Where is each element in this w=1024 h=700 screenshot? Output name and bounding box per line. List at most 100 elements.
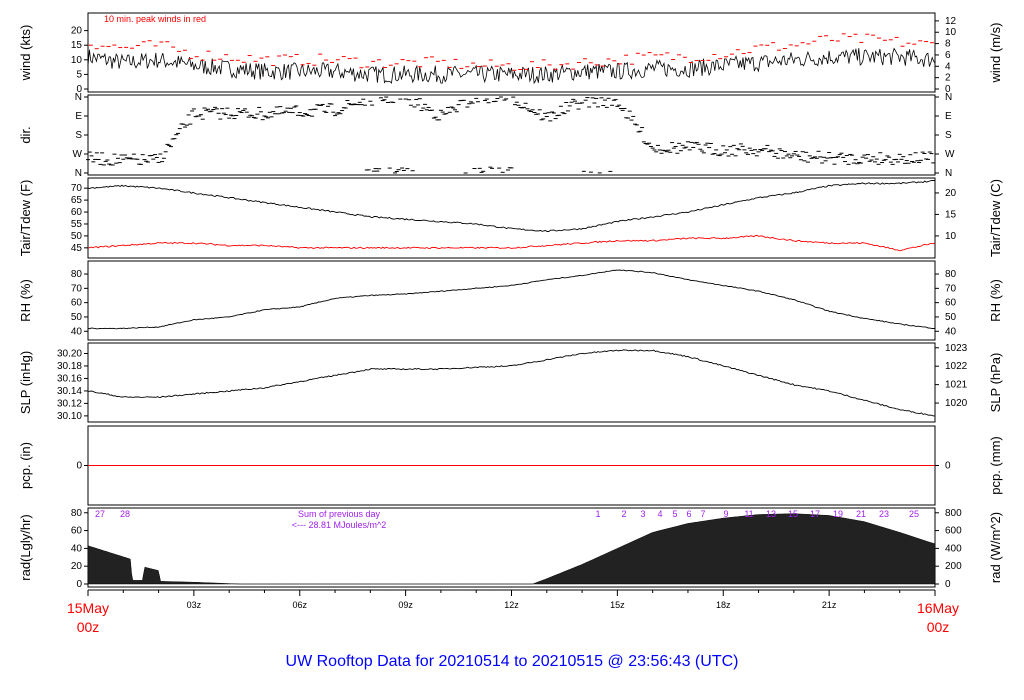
ytick-right-label: 400 xyxy=(945,543,962,554)
ytick-label: 65 xyxy=(71,195,83,206)
panel-frame-temp xyxy=(87,177,936,259)
ytick-label: S xyxy=(75,130,82,141)
ylabel-pcp: pcp. (in) xyxy=(18,442,33,489)
hour-label: 28 xyxy=(120,509,130,519)
ytick-label: 30.12 xyxy=(57,398,82,409)
ytick-right-label: 600 xyxy=(945,526,962,537)
ytick-label: N xyxy=(75,92,82,103)
chart-title: UW Rooftop Data for 20210514 to 20210515… xyxy=(286,653,739,670)
ylabel-right-pcp: pcp. (mm) xyxy=(988,436,1003,495)
ytick-right-label: 200 xyxy=(945,561,962,572)
ylabel-temp: Tair/Tdew (F) xyxy=(18,180,33,257)
ytick-label: 50 xyxy=(71,231,83,242)
ytick-right-label: N xyxy=(945,92,952,103)
peak-winds-annotation: 10 min. peak winds in red xyxy=(104,14,206,24)
ytick-right-label: 0 xyxy=(945,84,951,95)
ytick-label: 0 xyxy=(76,461,82,472)
panel-frame-wind xyxy=(87,12,936,93)
ytick-right-label: 0 xyxy=(945,461,951,472)
ytick-label: 15 xyxy=(71,40,83,51)
ytick-right-label: 6 xyxy=(945,50,951,61)
ytick-right-label: 4 xyxy=(945,61,951,72)
ytick-right-label: 1020 xyxy=(945,398,968,409)
ytick-right-label: 20 xyxy=(945,188,957,199)
ytick-right-label: N xyxy=(945,168,952,179)
ytick-right-label: 70 xyxy=(945,283,957,294)
ylabel-wind: wind (kts) xyxy=(18,25,33,82)
ytick-label: 70 xyxy=(71,283,83,294)
ytick-right-label: 60 xyxy=(945,298,957,309)
ytick-label: 30.18 xyxy=(57,361,82,372)
hour-label: 7 xyxy=(700,509,705,519)
ytick-label: N xyxy=(75,168,82,179)
hour-label: 2 xyxy=(621,509,626,519)
ytick-right-label: 800 xyxy=(945,508,962,519)
hour-label: 23 xyxy=(879,509,889,519)
ytick-right-label: 10 xyxy=(945,27,957,38)
ytick-right-label: 12 xyxy=(945,16,957,27)
ytick-label: 80 xyxy=(71,269,83,280)
panel-frame-rh xyxy=(87,260,936,341)
hour-label: 21 xyxy=(856,509,866,519)
series-radiation xyxy=(87,513,936,585)
series-slp xyxy=(88,349,935,417)
ytick-label: 80 xyxy=(71,508,83,519)
ytick-right-label: 1023 xyxy=(945,343,968,354)
hour-label: 1 xyxy=(595,509,600,519)
ylabel-slp: SLP (inHg) xyxy=(18,351,33,414)
xtick-label: 15z xyxy=(610,600,625,610)
end-date-label: 16May xyxy=(917,600,959,616)
ytick-right-label: 10 xyxy=(945,231,957,242)
ytick-right-label: 40 xyxy=(945,326,957,337)
ytick-label: 30.16 xyxy=(57,373,82,384)
hour-label: 5 xyxy=(672,509,677,519)
ytick-right-label: 2 xyxy=(945,73,951,84)
series-tair xyxy=(87,179,936,232)
ylabel-right-rh: RH (%) xyxy=(988,279,1003,322)
ytick-label: 0 xyxy=(76,579,82,590)
hour-label: 9 xyxy=(723,509,728,519)
end-time-label: 00z xyxy=(927,619,950,635)
ylabel-rh: RH (%) xyxy=(18,279,33,322)
ytick-label: 60 xyxy=(71,298,83,309)
xtick-label: 06z xyxy=(292,600,307,610)
ytick-right-label: E xyxy=(945,111,952,122)
sum-value: <--- 28.81 MJoules/m^2 xyxy=(292,520,387,530)
hour-label: 13 xyxy=(766,509,776,519)
ytick-label: 45 xyxy=(71,243,83,254)
series-rh xyxy=(87,269,936,330)
ylabel-dir: dir. xyxy=(18,126,33,143)
start-time-label: 00z xyxy=(77,619,100,635)
sum-label: Sum of previous day xyxy=(298,509,381,519)
hour-label: 17 xyxy=(810,509,820,519)
ytick-label: W xyxy=(73,149,83,160)
ytick-label: 40 xyxy=(71,326,83,337)
hour-label: 11 xyxy=(744,509,753,519)
ytick-label: 70 xyxy=(71,183,83,194)
hour-label: 6 xyxy=(686,509,691,519)
ytick-right-label: 8 xyxy=(945,39,951,50)
ytick-label: 60 xyxy=(71,207,83,218)
ytick-label: 50 xyxy=(71,312,83,323)
ytick-label: 0 xyxy=(76,84,82,95)
ytick-label: 30.20 xyxy=(57,348,82,359)
ytick-right-label: 0 xyxy=(945,579,951,590)
ytick-label: 40 xyxy=(71,543,83,554)
ytick-right-label: 15 xyxy=(945,209,957,220)
hour-label: 4 xyxy=(657,509,662,519)
ytick-label: 55 xyxy=(71,219,83,230)
hour-label: 25 xyxy=(909,509,919,519)
hour-label: 15 xyxy=(788,509,798,519)
xtick-label: 18z xyxy=(716,600,731,610)
panel-frame-slp xyxy=(87,342,936,423)
ytick-label: E xyxy=(75,111,82,122)
xtick-label: 09z xyxy=(398,600,413,610)
hour-label: 3 xyxy=(640,509,645,519)
xtick-label: 21z xyxy=(822,600,837,610)
ylabel-right-rad: rad (W/m^2) xyxy=(988,512,1003,583)
ylabel-rad: rad(Lgly/hr) xyxy=(18,514,33,580)
ytick-right-label: 50 xyxy=(945,312,957,323)
ylabel-right-slp: SLP (hPa) xyxy=(988,353,1003,413)
ytick-label: 20 xyxy=(71,561,83,572)
